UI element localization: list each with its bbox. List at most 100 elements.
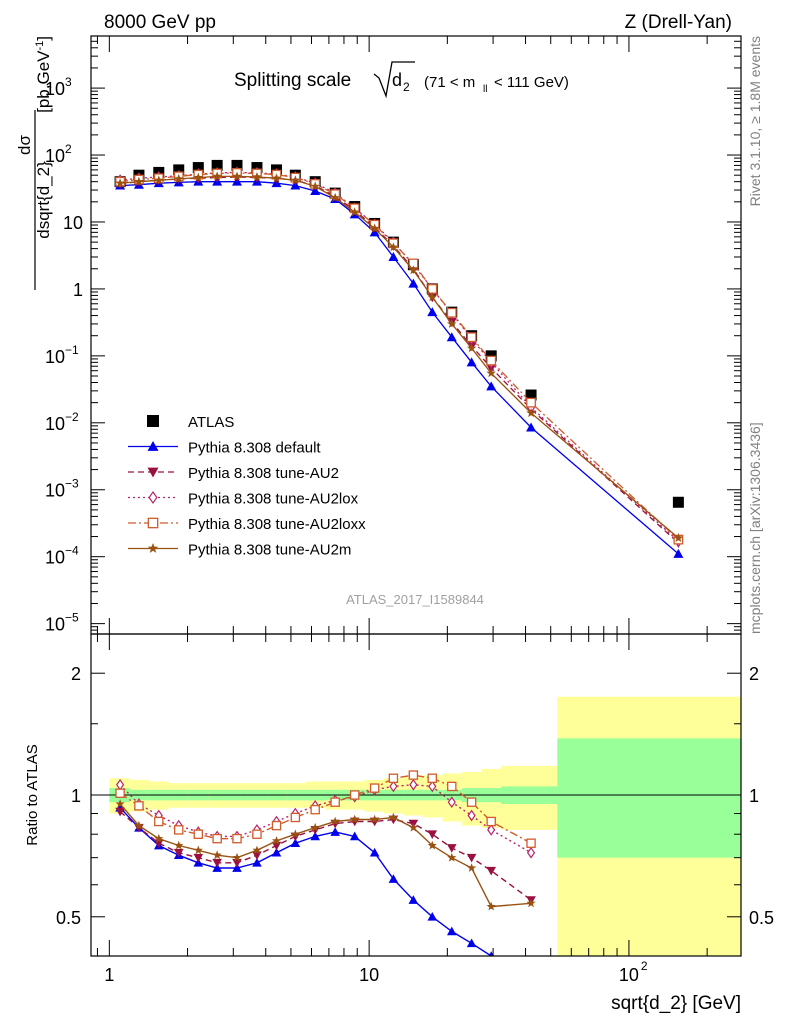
top-series-5 bbox=[115, 171, 684, 543]
mcplots-side-label: mcplots.cern.ch [arXiv:1306.3436] bbox=[747, 422, 763, 634]
top-ytick-label-exponent: 3 bbox=[65, 75, 72, 89]
top-data-point bbox=[526, 397, 536, 408]
legend-label: Pythia 8.308 tune-AU2loxx bbox=[188, 516, 366, 533]
top-ytick-label-exponent: −4 bbox=[65, 544, 79, 558]
top-data-point bbox=[369, 223, 380, 233]
ratio-data-point bbox=[271, 847, 282, 857]
legend-entry: Pythia 8.308 tune-AU2m bbox=[128, 542, 351, 559]
top-data-point bbox=[466, 343, 477, 353]
ratio-series-line bbox=[119, 811, 532, 901]
top-ytick-label-exponent: −1 bbox=[65, 343, 79, 357]
top-data-point bbox=[192, 162, 204, 174]
ratio-data-point bbox=[232, 858, 242, 868]
top-ytick-label-exponent: −2 bbox=[65, 410, 79, 424]
ratio-data-point bbox=[427, 830, 438, 840]
ratio-data-point bbox=[115, 788, 125, 798]
top-data-point bbox=[466, 357, 477, 367]
ratio-data-point bbox=[486, 866, 496, 876]
ratio-data-point bbox=[330, 816, 340, 826]
top-data-point bbox=[427, 307, 438, 317]
ratio-data-point bbox=[467, 863, 477, 872]
ratio-data-point bbox=[134, 801, 144, 811]
top-ytick-label: 10 bbox=[45, 548, 65, 568]
top-series-3 bbox=[115, 166, 683, 548]
title-math-subscript: 2 bbox=[403, 80, 410, 94]
top-data-point bbox=[447, 318, 457, 328]
top-data-point bbox=[231, 159, 243, 171]
top-data-point bbox=[408, 278, 419, 288]
ylabel-numerator: dσ bbox=[15, 135, 34, 155]
ratio-data-point bbox=[173, 848, 184, 858]
y-axis-label-top: dσ dsqrt{d_2} [pb,GeV-1] bbox=[15, 36, 53, 290]
ratio-data-point bbox=[466, 797, 477, 807]
top-data-point bbox=[388, 242, 399, 252]
top-series-line bbox=[120, 172, 679, 541]
top-data-point bbox=[193, 172, 204, 182]
ratio-data-point bbox=[310, 822, 320, 832]
top-data-point bbox=[408, 265, 419, 275]
chart-title: Splitting scale d 2 (71 < m ll < 111 GeV… bbox=[234, 61, 569, 99]
ratio-data-point bbox=[232, 833, 242, 844]
x-tick-label: 10 bbox=[619, 965, 639, 985]
legend: ATLAS Pythia 8.308 default Pythia 8.308 tu… bbox=[128, 414, 366, 559]
ratio-data-point bbox=[427, 840, 437, 850]
title-range-part2: < 111 GeV) bbox=[494, 74, 569, 91]
top-data-point bbox=[486, 368, 496, 378]
ratio-data-point bbox=[408, 895, 419, 904]
bottom-panel: 0.5 0.51 12 21 10 10 2 bbox=[56, 633, 774, 985]
top-data-point bbox=[290, 175, 301, 185]
ratio-data-point bbox=[446, 844, 457, 853]
ratio-data-point bbox=[427, 911, 438, 921]
top-series-line bbox=[120, 171, 679, 542]
top-ytick-label: 10 bbox=[45, 347, 65, 367]
ratio-data-point bbox=[174, 825, 184, 835]
top-ytick-label-exponent: −3 bbox=[65, 477, 79, 491]
ratio-ytick-label: 2 bbox=[71, 664, 81, 684]
ratio-data-point bbox=[193, 853, 204, 863]
ratio-data-point bbox=[526, 838, 536, 848]
ratio-data-point bbox=[408, 822, 418, 832]
top-data-point bbox=[673, 533, 684, 543]
top-data-point bbox=[486, 381, 497, 391]
top-data-point bbox=[211, 159, 223, 171]
legend-marker bbox=[147, 441, 159, 451]
ratio-data-point bbox=[427, 773, 438, 783]
x-tick-label-exponent: 2 bbox=[641, 959, 648, 973]
top-data-point bbox=[466, 332, 477, 343]
ratio-data-point bbox=[252, 851, 262, 860]
legend-entry: Pythia 8.308 tune-AU2loxx bbox=[128, 516, 366, 533]
ratio-data-point bbox=[370, 814, 380, 824]
ratio-data-point bbox=[526, 898, 536, 908]
top-series-4 bbox=[115, 168, 684, 545]
ratio-data-point bbox=[134, 823, 144, 833]
ratio-ytick-label-right: 1 bbox=[749, 786, 759, 806]
top-ytick-label: 10 bbox=[45, 79, 65, 99]
analysis-watermark: ATLAS_2017_I1589844 bbox=[346, 592, 484, 607]
top-data-point bbox=[427, 292, 437, 302]
top-ytick-label: 1 bbox=[73, 280, 83, 300]
ratio-data-point bbox=[409, 778, 418, 791]
ratio-data-point bbox=[174, 840, 184, 850]
ratio-data-point bbox=[193, 845, 203, 855]
top-data-point bbox=[174, 173, 184, 183]
legend-label: Pythia 8.308 default bbox=[188, 440, 321, 457]
ratio-data-point bbox=[115, 807, 125, 817]
x-axis-label: sqrt{d_2} [GeV] bbox=[611, 993, 741, 1014]
title-sqrt-symbol bbox=[373, 61, 415, 99]
ratio-data-point bbox=[252, 845, 262, 855]
top-data-point bbox=[446, 307, 457, 318]
ratio-data-point bbox=[271, 836, 282, 845]
ratio-data-point bbox=[388, 874, 399, 883]
legend-marker bbox=[147, 415, 159, 427]
ratio-data-point bbox=[193, 829, 204, 839]
x-tick-label: 10 bbox=[359, 965, 379, 985]
top-data-point bbox=[525, 389, 537, 401]
ratio-data-point bbox=[467, 809, 476, 822]
legend-marker bbox=[147, 467, 159, 478]
ratio-data-point bbox=[486, 816, 496, 827]
top-data-point bbox=[486, 355, 497, 366]
top-series-line bbox=[120, 176, 679, 544]
ratio-series-3 bbox=[115, 770, 536, 848]
top-data-point bbox=[271, 173, 282, 183]
